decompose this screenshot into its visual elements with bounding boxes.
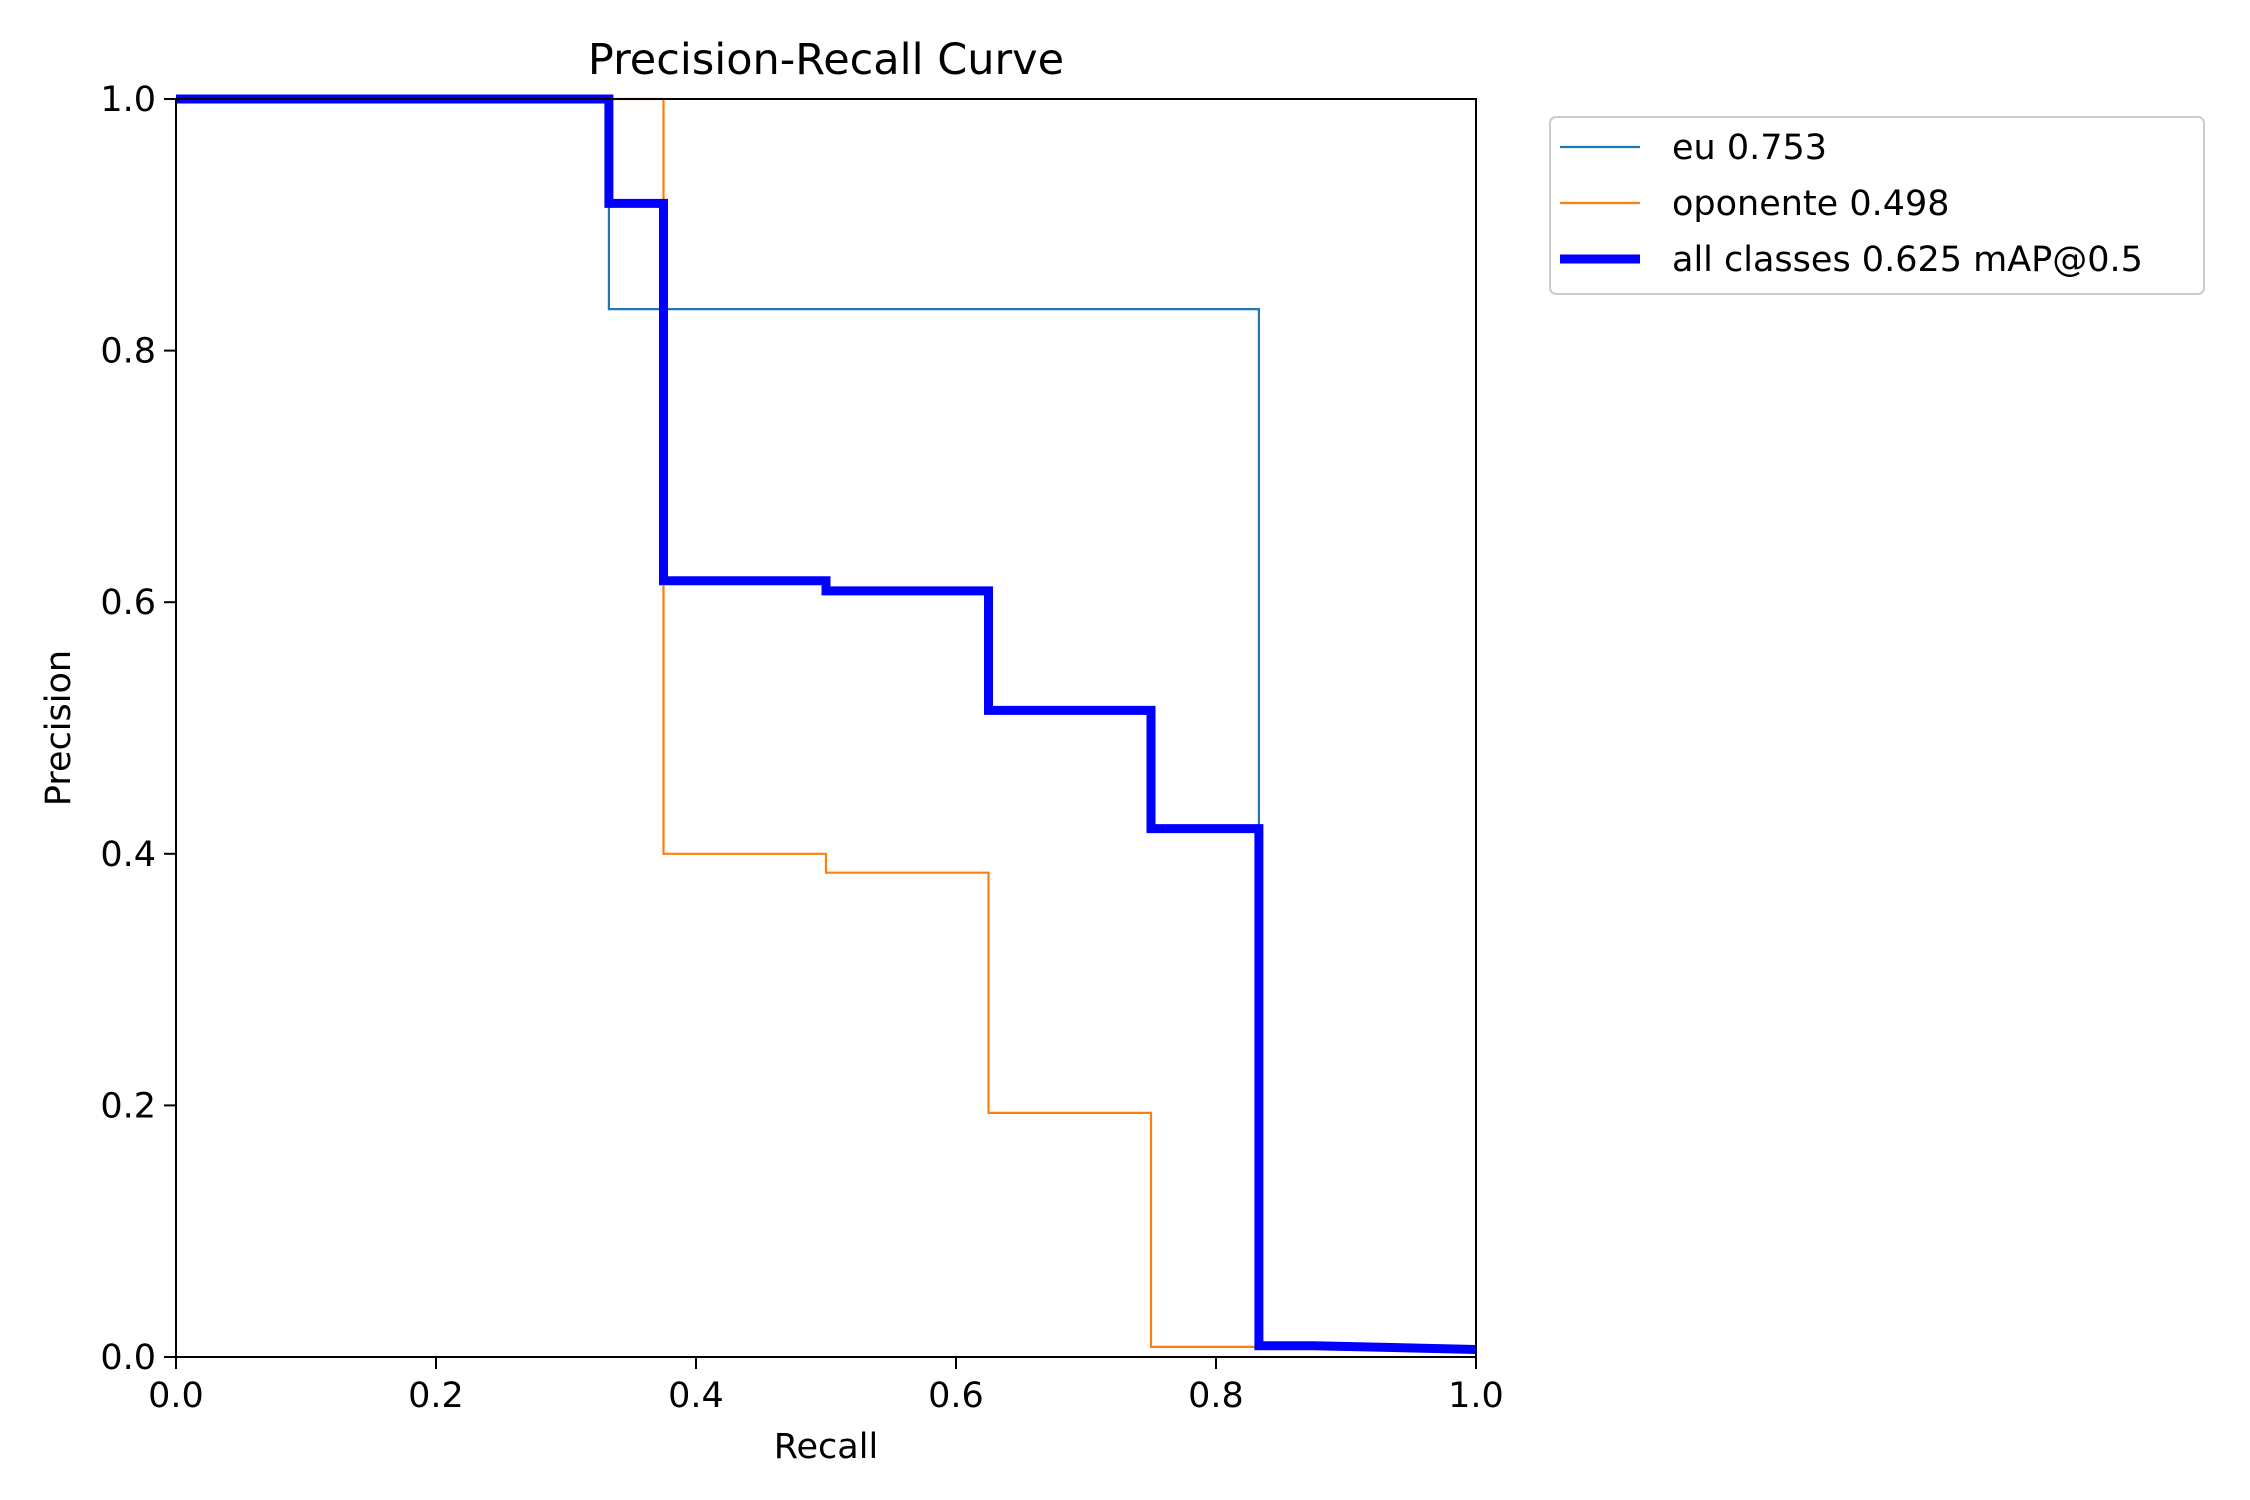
x-axis-label: Recall bbox=[774, 1427, 878, 1467]
x-tick-label: 0.0 bbox=[148, 1376, 204, 1416]
y-tick-label: 0.4 bbox=[100, 835, 156, 875]
y-tick-label: 0.2 bbox=[100, 1086, 156, 1126]
series-line-2 bbox=[176, 97, 1477, 1352]
x-tick-label: 0.2 bbox=[408, 1376, 464, 1416]
x-tick-label: 0.4 bbox=[668, 1376, 724, 1416]
legend-label-1: eu 0.753 bbox=[1672, 128, 1827, 168]
y-tick-label: 0.6 bbox=[100, 583, 156, 623]
ticks-layer: 0.0 0.2 0.4 0.6 0.8 1.0 0.0 0.2 0.4 0.6 0.8 1.0 bbox=[100, 80, 1504, 1416]
x-tick-label: 0.6 bbox=[928, 1376, 984, 1416]
legend-label-3: all classes 0.625 mAP@0.5 bbox=[1672, 240, 2143, 280]
y-tick-label: 1.0 bbox=[100, 80, 156, 120]
plot-frame bbox=[175, 98, 1477, 1358]
y-tick-label: 0.0 bbox=[100, 1338, 156, 1378]
legend-label-2: oponente 0.498 bbox=[1672, 184, 1950, 224]
y-axis-label: Precision bbox=[39, 650, 79, 806]
legend: eu 0.753 oponente 0.498 all classes 0.625 … bbox=[1549, 116, 2205, 295]
x-tick-label: 1.0 bbox=[1448, 1376, 1504, 1416]
legend-box bbox=[1549, 116, 2205, 295]
chart-title: Precision-Recall Curve bbox=[588, 35, 1064, 85]
x-tick-label: 0.8 bbox=[1188, 1376, 1244, 1416]
y-tick-label: 0.8 bbox=[100, 332, 156, 372]
series-line-3 bbox=[176, 94, 1477, 1354]
